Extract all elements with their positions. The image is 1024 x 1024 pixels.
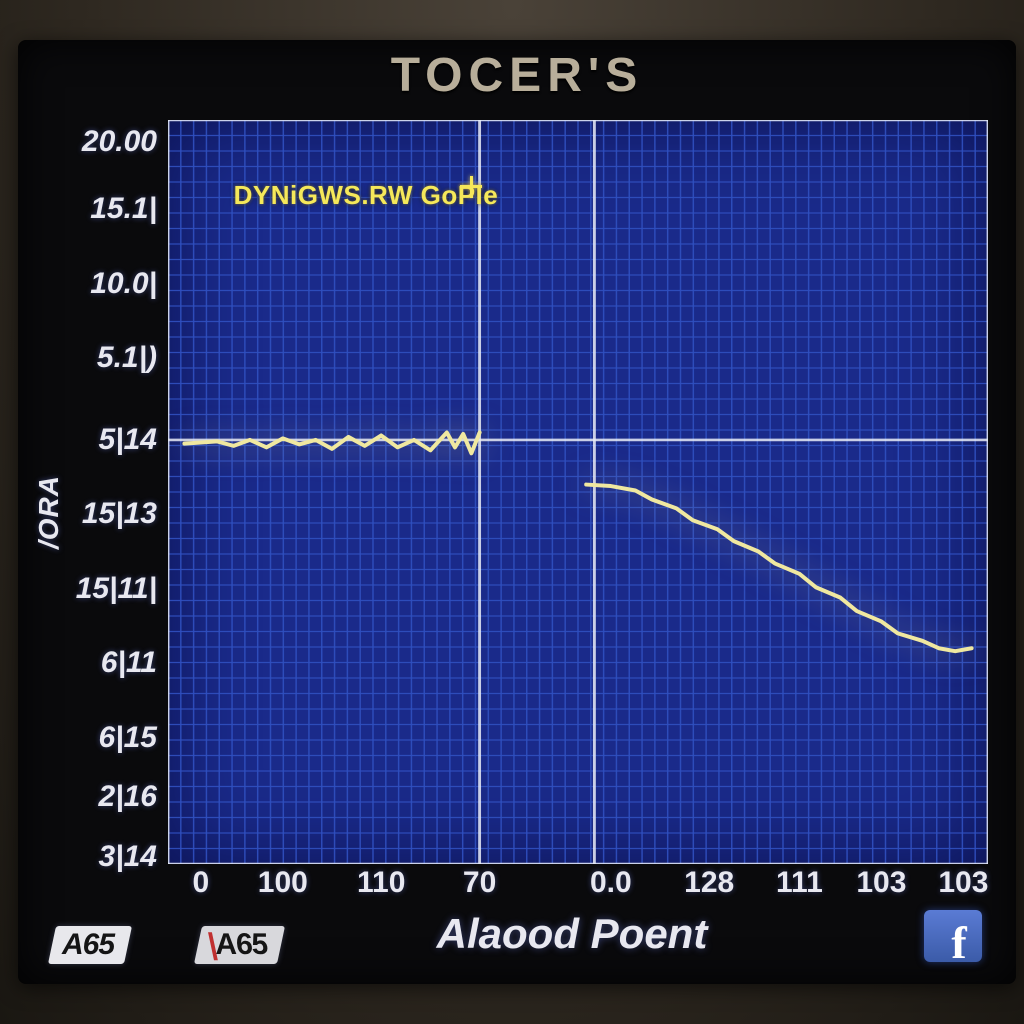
- y-tick-label: 10.0|: [90, 267, 157, 301]
- y-tick-label: 6|11: [101, 646, 157, 680]
- cursor-crosshair-icon: [460, 176, 482, 198]
- brand-title: TOCER'S: [18, 48, 1016, 103]
- series-label: DYNiGWS.RW GoPle: [234, 180, 499, 211]
- screen: TOCER'S /ORA 20.0015.1|10.0|5.1|)5|1415|…: [18, 40, 1016, 984]
- sponsor-logo-1: A65: [48, 926, 132, 964]
- data-trace: [168, 120, 988, 864]
- x-tick-label: 111: [776, 866, 823, 900]
- y-axis-ticks: 20.00 15.1| 10.0| 5.1|) 5|14 15|13 15|11| 6|11 6…: [48, 120, 163, 864]
- y-tick-label: 5|14: [99, 423, 157, 457]
- y-tick-label: 15|11|: [76, 572, 157, 606]
- device-frame: TOCER'S /ORA 20.0015.1|10.0|5.1|)5|1415|…: [0, 0, 1024, 1024]
- x-tick-label: 0.0: [590, 866, 632, 900]
- x-tick-label: 0: [192, 866, 209, 900]
- y-tick-label: 6|15: [99, 721, 157, 755]
- y-tick-label: 20.00: [82, 125, 157, 159]
- x-axis-ticks: 0 100 110 70 0.0 128 111 103 103: [168, 866, 988, 906]
- facebook-icon[interactable]: f: [924, 910, 982, 962]
- sponsor-logo-2: |A65: [194, 926, 286, 964]
- x-tick-label: 100: [258, 866, 308, 900]
- x-tick-label: 110: [357, 866, 405, 900]
- plot-area: DYNiGWS.RW GoPle: [168, 120, 988, 864]
- y-tick-label: 15.1|: [90, 192, 157, 226]
- y-tick-label: 2|16: [99, 780, 157, 814]
- y-tick-label: 5.1|): [97, 341, 157, 375]
- y-tick-label: 15|13: [82, 497, 157, 531]
- x-tick-label: 103: [856, 866, 906, 900]
- y-tick-label: 3|14: [99, 840, 157, 874]
- footer-logos: A65 |A65: [52, 926, 282, 964]
- x-tick-label: 70: [463, 866, 496, 900]
- x-tick-label: 128: [684, 866, 734, 900]
- x-tick-label: 103: [938, 866, 988, 900]
